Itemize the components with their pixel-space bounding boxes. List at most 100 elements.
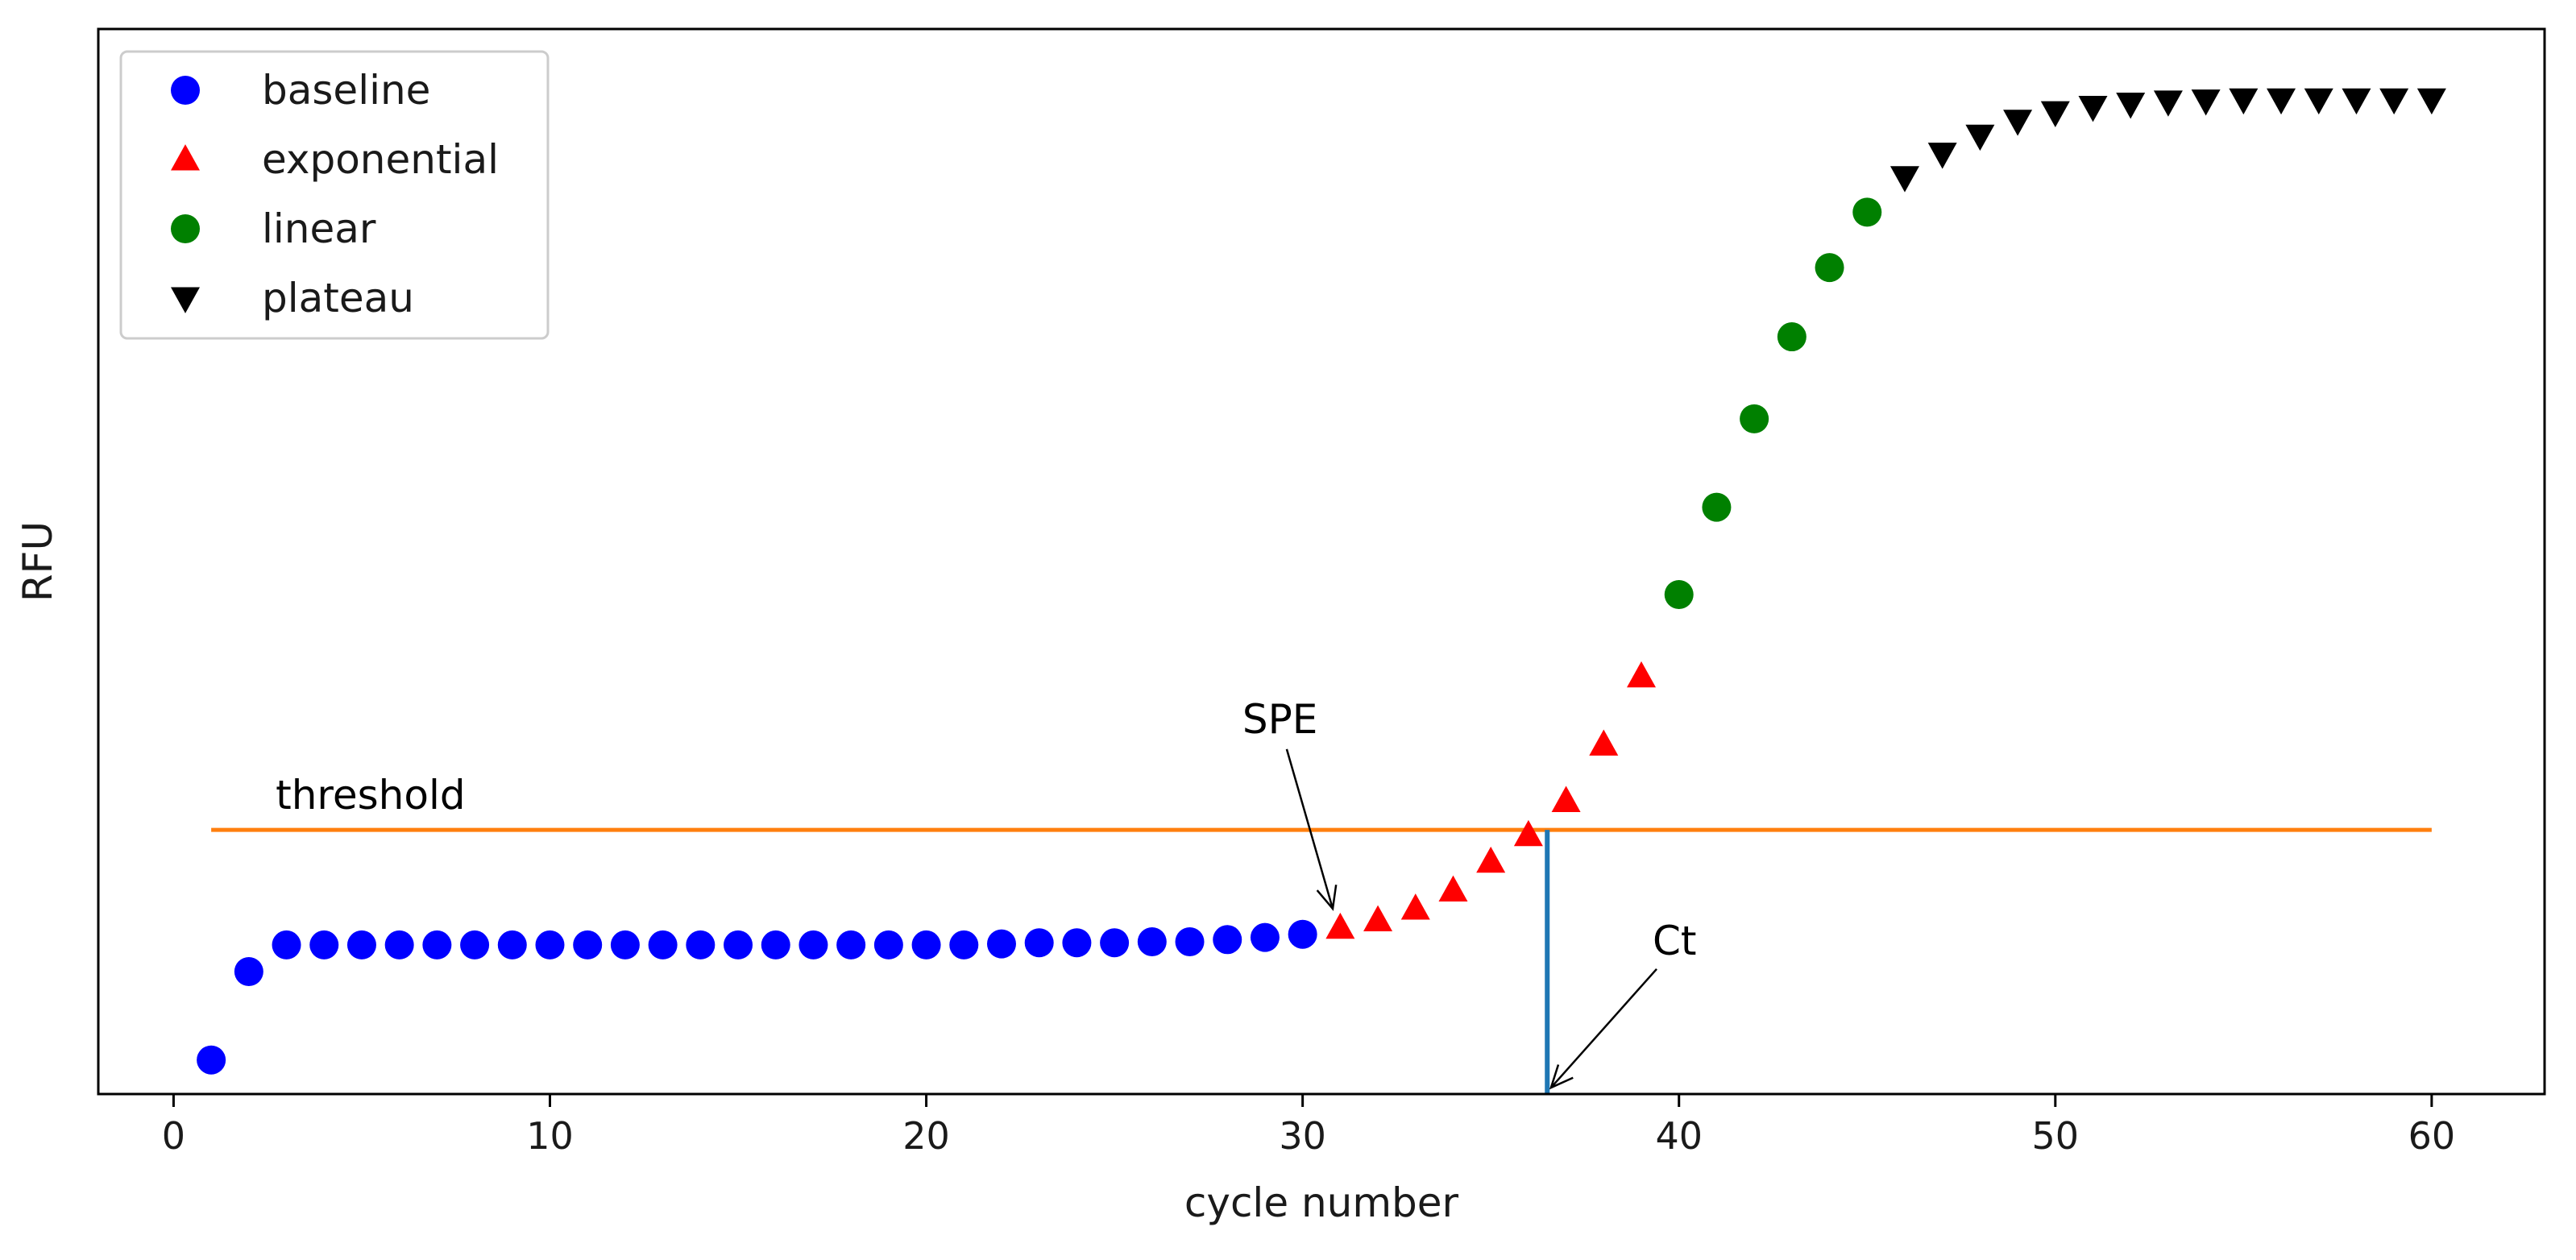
data-point-baseline <box>986 929 1016 959</box>
data-point-plateau <box>1965 124 1995 151</box>
data-point-baseline <box>460 930 490 960</box>
data-point-baseline <box>949 930 979 960</box>
data-point-plateau <box>1927 143 1957 169</box>
data-point-exponential <box>1325 912 1355 939</box>
data-point-exponential <box>1400 893 1430 920</box>
series-plateau <box>1889 88 2446 193</box>
data-marks <box>197 88 2446 1075</box>
data-point-plateau <box>2229 88 2259 115</box>
legend-entry-plateau: plateau <box>171 275 414 321</box>
legend-marker-exponential <box>171 144 200 171</box>
data-point-linear <box>1852 197 1882 227</box>
legend-label-baseline: baseline <box>262 67 430 114</box>
plot-frame <box>97 27 2546 1096</box>
data-point-baseline <box>422 930 452 960</box>
data-point-baseline <box>911 930 941 960</box>
legend: baseline exponential linear plateau <box>119 50 550 340</box>
legend-label-plateau: plateau <box>262 275 414 321</box>
x-tick-label: 60 <box>2408 1114 2456 1158</box>
data-point-linear <box>1777 322 1807 352</box>
data-point-baseline <box>799 930 828 960</box>
legend-marker-plateau <box>171 287 200 313</box>
data-point-exponential <box>1627 661 1657 688</box>
series-baseline <box>197 919 1317 1075</box>
data-point-baseline <box>1250 922 1280 952</box>
data-point-baseline <box>761 930 790 960</box>
data-point-plateau <box>2416 88 2446 115</box>
data-point-plateau <box>1889 166 1919 193</box>
data-point-baseline <box>346 930 376 960</box>
data-point-baseline <box>1175 926 1205 956</box>
x-tick-label: 20 <box>902 1114 950 1158</box>
data-point-linear <box>1664 579 1694 609</box>
annotation-spe-arrowhead <box>1316 885 1338 911</box>
annotation-ct-arrowhead <box>1549 1064 1574 1090</box>
data-point-plateau <box>2267 88 2296 115</box>
data-point-baseline <box>272 930 301 960</box>
data-point-baseline <box>1213 925 1242 955</box>
data-point-plateau <box>2379 88 2409 115</box>
data-point-plateau <box>2153 90 2183 117</box>
data-point-plateau <box>2116 93 2146 119</box>
data-point-exponential <box>1513 819 1543 847</box>
legend-entry-baseline: baseline <box>171 67 430 114</box>
data-point-baseline <box>573 930 603 960</box>
axes: 0 10 20 30 40 50 60 cycle number RFU <box>15 27 2546 1226</box>
data-point-exponential <box>1551 785 1581 812</box>
annotation-ct-label: Ct <box>1653 918 1697 964</box>
legend-label-exponential: exponential <box>262 136 499 183</box>
legend-label-linear: linear <box>262 205 376 252</box>
x-tick-label: 0 <box>162 1114 185 1158</box>
data-point-plateau <box>2304 88 2333 115</box>
x-axis-label: cycle number <box>1184 1179 1459 1226</box>
data-point-plateau <box>2003 110 2033 136</box>
data-point-baseline <box>197 1045 226 1075</box>
data-point-plateau <box>2040 101 2070 128</box>
legend-entry-linear: linear <box>171 205 376 252</box>
data-point-baseline <box>1100 928 1130 958</box>
x-tick-label: 10 <box>526 1114 574 1158</box>
legend-box <box>119 50 550 340</box>
data-point-baseline <box>234 956 263 986</box>
series-exponential <box>1325 661 1657 939</box>
data-point-linear <box>1815 253 1844 283</box>
plot-layer: threshold <box>211 772 2432 1094</box>
data-point-plateau <box>2191 89 2221 116</box>
series-linear <box>1664 197 1882 609</box>
data-point-baseline <box>724 930 753 960</box>
data-point-exponential <box>1589 729 1619 756</box>
data-point-exponential <box>1363 905 1393 932</box>
x-tick-label: 30 <box>1279 1114 1326 1158</box>
annotation-spe-arrow <box>1285 748 1334 910</box>
legend-entry-exponential: exponential <box>171 136 499 183</box>
data-point-baseline <box>686 930 716 960</box>
annotation-spe-label: SPE <box>1242 696 1317 743</box>
legend-marker-linear <box>171 214 200 243</box>
data-point-baseline <box>309 930 339 960</box>
annotations: SPE Ct <box>1242 696 1697 1090</box>
data-point-baseline <box>836 930 866 960</box>
data-point-exponential <box>1476 846 1506 873</box>
annotation-ct-arrow <box>1549 968 1657 1088</box>
data-point-exponential <box>1438 875 1468 901</box>
x-tick-label: 50 <box>2032 1114 2080 1158</box>
data-point-baseline <box>610 930 640 960</box>
data-point-baseline <box>384 930 414 960</box>
data-point-linear <box>1702 492 1732 522</box>
data-point-baseline <box>873 930 903 960</box>
data-point-baseline <box>535 930 565 960</box>
threshold-label: threshold <box>276 772 465 819</box>
data-point-baseline <box>497 930 527 960</box>
y-axis-label: RFU <box>15 521 61 602</box>
data-point-baseline <box>1062 928 1092 958</box>
data-point-baseline <box>648 930 678 960</box>
legend-marker-baseline <box>171 76 200 105</box>
x-tick-label: 40 <box>1655 1114 1703 1158</box>
data-point-baseline <box>1137 926 1167 956</box>
data-point-baseline <box>1288 919 1317 949</box>
data-point-baseline <box>1024 928 1054 958</box>
data-point-plateau <box>2342 88 2371 115</box>
data-point-plateau <box>2078 96 2108 122</box>
data-point-linear <box>1740 404 1769 433</box>
